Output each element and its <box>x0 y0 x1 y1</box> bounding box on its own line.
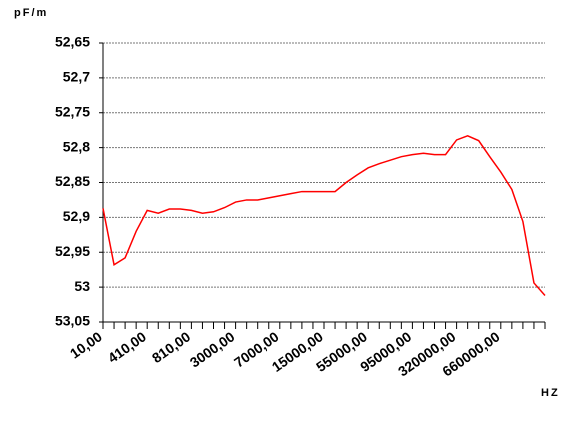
y-tick-label: 52,85 <box>55 173 90 189</box>
x-tick-label: 10,00 <box>67 328 105 361</box>
x-tick-label: 810,00 <box>149 328 193 366</box>
y-tick-label: 53 <box>74 278 90 294</box>
y-unit-label: pF/m <box>14 7 48 19</box>
data-line <box>102 134 546 296</box>
y-tick-label: 52,95 <box>55 243 90 259</box>
y-tick-label: 53,05 <box>55 313 90 329</box>
x-tick-label: 410,00 <box>105 328 149 366</box>
y-tick-label: 52,9 <box>63 208 90 224</box>
x-unit-label: HZ <box>541 387 560 399</box>
x-tick-label: 3000,00 <box>187 328 238 370</box>
y-tick-label: 52,65 <box>55 34 90 50</box>
y-tick-label: 52,8 <box>63 138 90 154</box>
y-tick-label: 52,75 <box>55 103 90 119</box>
y-tick-label: 52,7 <box>63 69 90 85</box>
